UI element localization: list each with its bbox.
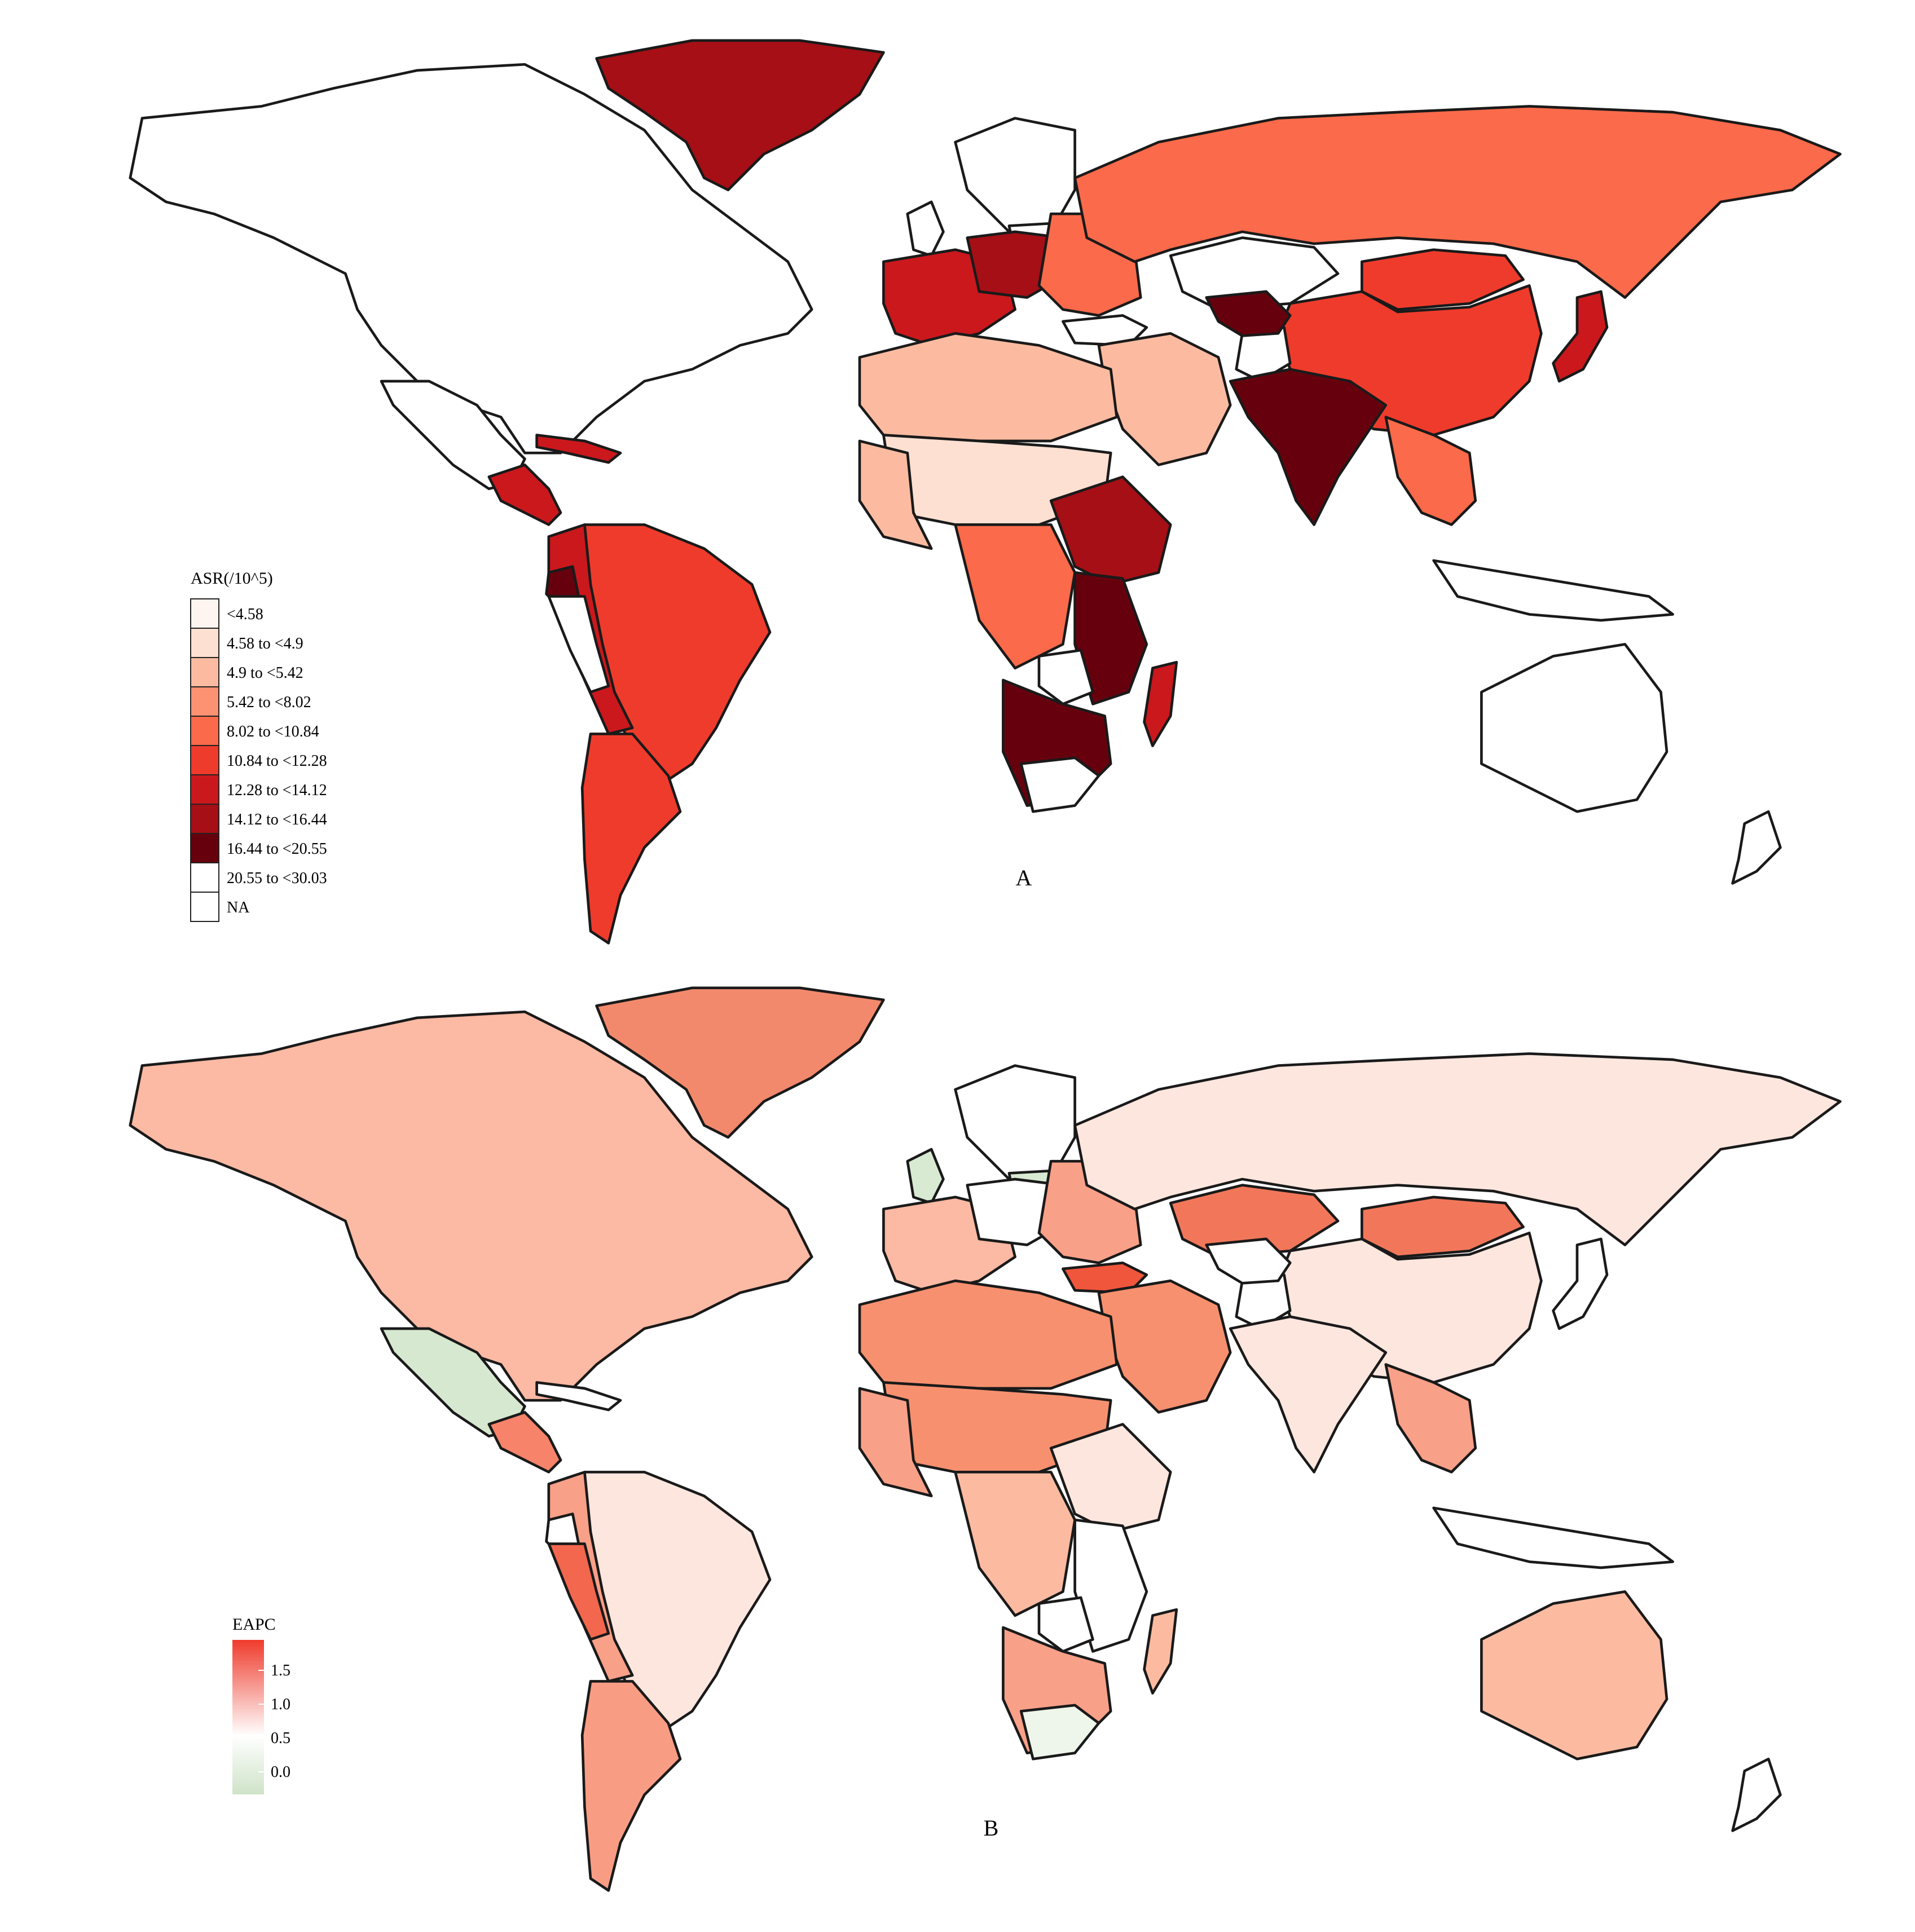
region-north-america bbox=[129, 63, 813, 455]
asr-legend-label: 16.44 to <20.55 bbox=[227, 840, 327, 858]
eapc-colorbar bbox=[232, 1640, 264, 1794]
region-australia bbox=[1480, 1590, 1669, 1761]
asr-legend-swatch bbox=[190, 628, 219, 658]
region-east-africa bbox=[1049, 475, 1172, 586]
region-uk bbox=[906, 200, 945, 257]
region-japan bbox=[1552, 290, 1609, 383]
region-turkey bbox=[1062, 314, 1148, 347]
region-indonesia bbox=[1432, 559, 1674, 622]
region-greenland bbox=[595, 986, 885, 1139]
region-kazakhstan bbox=[1169, 1184, 1340, 1259]
eapc-legend: EAPC 1.5 1.0 0.5 0.0 bbox=[232, 1615, 290, 1794]
asr-legend-swatch bbox=[190, 892, 219, 922]
region-peru bbox=[547, 595, 610, 694]
asr-legend-swatch bbox=[190, 716, 219, 746]
region-middle-east bbox=[1097, 1279, 1232, 1414]
region-turkey bbox=[1062, 1261, 1148, 1294]
region-central-america bbox=[487, 1411, 562, 1474]
region-australia bbox=[1480, 643, 1669, 813]
asr-legend-swatch bbox=[190, 657, 219, 687]
region-india bbox=[1229, 1315, 1388, 1474]
eapc-legend-title: EAPC bbox=[232, 1615, 276, 1634]
region-east-africa-south bbox=[1073, 1518, 1148, 1653]
region-north-america bbox=[129, 1010, 813, 1402]
asr-legend-swatch bbox=[190, 804, 219, 834]
eapc-tick-label: 1.0 bbox=[271, 1696, 290, 1713]
region-pakistan bbox=[1205, 290, 1292, 337]
region-west-africa bbox=[858, 439, 933, 550]
asr-legend-label: 20.55 to <30.03 bbox=[227, 870, 327, 887]
asr-legend-swatch bbox=[190, 686, 219, 717]
panel-label-b: B bbox=[984, 1815, 999, 1841]
asr-legend-label: 12.28 to <14.12 bbox=[227, 782, 327, 799]
asr-legend-label: 8.02 to <10.84 bbox=[227, 723, 319, 740]
region-west-africa bbox=[858, 1387, 933, 1498]
region-peru bbox=[547, 1542, 610, 1641]
region-southeast-asia bbox=[1384, 416, 1477, 526]
asr-legend-label: 4.58 to <4.9 bbox=[227, 635, 303, 652]
region-caribbean bbox=[535, 1381, 622, 1411]
region-russia bbox=[1073, 105, 1842, 299]
asr-legend-swatch bbox=[190, 833, 219, 863]
asr-legend-label: 4.9 to <5.42 bbox=[227, 664, 303, 682]
asr-legend-swatch bbox=[190, 862, 219, 893]
eapc-tick-label: 0.5 bbox=[271, 1730, 290, 1747]
region-middle-east bbox=[1097, 332, 1232, 466]
asr-legend-swatch bbox=[190, 745, 219, 775]
asr-legend-label: NA bbox=[227, 899, 250, 916]
region-greenland bbox=[595, 39, 885, 192]
eapc-tick-label: 0.0 bbox=[271, 1763, 290, 1781]
region-east-africa bbox=[1049, 1423, 1172, 1533]
asr-legend-label: 10.84 to <12.28 bbox=[227, 752, 327, 770]
eapc-tick-label: 1.5 bbox=[271, 1662, 290, 1679]
region-zambia bbox=[1037, 1596, 1094, 1653]
asr-legend-label: <4.58 bbox=[227, 606, 263, 623]
panel-label-a: A bbox=[1016, 865, 1032, 890]
region-uk bbox=[906, 1148, 945, 1205]
region-east-africa-south bbox=[1073, 571, 1148, 705]
region-north-africa bbox=[858, 332, 1119, 443]
panel-a-regions bbox=[129, 39, 1842, 945]
region-kazakhstan bbox=[1169, 236, 1340, 311]
asr-legend-title: ASR(/10^5) bbox=[191, 569, 273, 588]
region-north-africa bbox=[858, 1279, 1119, 1390]
asr-legend: ASR(/10^5) <4.58 4.58 to <4.9 4.9 to <5.42… bbox=[190, 569, 327, 922]
region-pakistan bbox=[1205, 1237, 1292, 1285]
region-central-africa bbox=[954, 523, 1076, 670]
region-caribbean bbox=[535, 434, 622, 464]
region-argentina bbox=[580, 733, 682, 945]
region-indonesia bbox=[1432, 1506, 1674, 1569]
asr-legend-swatch bbox=[190, 774, 219, 805]
region-japan bbox=[1552, 1237, 1609, 1330]
region-new-zealand bbox=[1731, 810, 1782, 885]
asr-legend-label: 5.42 to <8.02 bbox=[227, 694, 311, 711]
region-zambia bbox=[1037, 649, 1094, 705]
region-russia bbox=[1073, 1052, 1842, 1246]
region-central-africa bbox=[954, 1471, 1076, 1617]
asr-legend-label: 14.12 to <16.44 bbox=[227, 811, 327, 828]
region-argentina bbox=[580, 1680, 682, 1892]
region-southeast-asia bbox=[1384, 1363, 1477, 1474]
panel-b-regions bbox=[129, 986, 1842, 1892]
region-new-zealand bbox=[1731, 1757, 1782, 1832]
region-south-africa bbox=[1019, 756, 1100, 813]
region-south-africa bbox=[1019, 1704, 1100, 1761]
region-central-america bbox=[487, 464, 562, 526]
region-madagascar bbox=[1143, 660, 1178, 747]
region-india bbox=[1229, 368, 1388, 526]
asr-legend-swatch bbox=[190, 598, 219, 629]
region-madagascar bbox=[1143, 1608, 1178, 1695]
